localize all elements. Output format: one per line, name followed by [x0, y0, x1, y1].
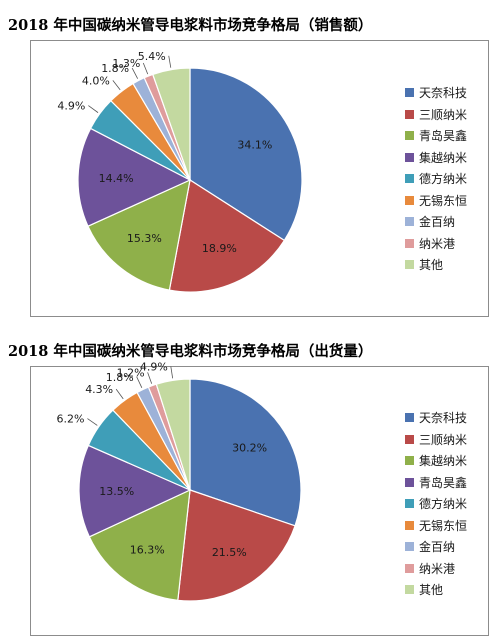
leader-line	[131, 67, 139, 79]
legend-label: 纳米港	[419, 236, 456, 251]
pie-slice	[151, 67, 191, 181]
legend-swatch	[405, 413, 414, 422]
data-label: 16.3%	[130, 544, 165, 557]
legend-swatch	[405, 477, 414, 487]
legend-label: 青岛昊鑫	[419, 129, 468, 143]
data-label: 1.8%	[106, 371, 134, 384]
legend-swatch	[405, 456, 414, 465]
legend-label: 纳米港	[419, 561, 456, 576]
legend-label: 德方纳米	[419, 172, 468, 186]
pie-slice	[87, 178, 191, 291]
data-label: 1.2%	[117, 366, 145, 379]
chart-shipments: 2018 年中国碳纳米管导电浆料市场竞争格局（出货量） 30.2% 21.5% 16…	[0, 320, 497, 637]
legend-swatch	[405, 195, 414, 205]
legend-swatch	[405, 520, 414, 530]
data-label: 13.5%	[99, 485, 134, 498]
leader-line	[115, 388, 124, 400]
data-label: 4.0%	[82, 74, 110, 87]
data-label: 18.9%	[202, 242, 237, 255]
legend-label: 金百纳	[419, 215, 456, 229]
chart-sales: 2018 年中国碳纳米管导电浆料市场竞争格局（销售额） 34.1% 18.9% 15…	[0, 0, 497, 317]
leader-line	[112, 80, 121, 91]
legend-label: 金百纳	[419, 540, 456, 554]
pie-slice	[168, 179, 286, 293]
legend-swatch	[405, 217, 414, 226]
leader-line	[88, 105, 99, 113]
pie-slice	[88, 489, 191, 601]
legend-label: 无锡东恒	[419, 518, 468, 533]
data-label: 5.4%	[138, 50, 166, 63]
legend-swatch	[405, 434, 414, 444]
pie-chart-sales: 34.1% 18.9% 15.3% 14.4% 4.9% 4.0%1.8%1.3%5.4%	[57, 50, 303, 293]
data-label: 34.1%	[237, 139, 272, 152]
legend-label: 三顺纳米	[419, 432, 468, 447]
pie-slice	[155, 378, 191, 491]
legend-label: 德方纳米	[419, 497, 468, 511]
leader-line	[87, 418, 98, 426]
legend-label: 其他	[419, 583, 444, 597]
legend-label: 天奈科技	[419, 411, 468, 425]
legend-label: 青岛昊鑫	[419, 475, 468, 490]
data-label: 15.3%	[127, 232, 162, 245]
legend-swatch	[405, 238, 414, 248]
leader-line	[147, 372, 153, 384]
data-label: 21.5%	[212, 546, 247, 559]
leader-line	[142, 62, 149, 75]
legend-swatch	[405, 585, 414, 594]
legend-swatch	[405, 260, 414, 269]
legend-label: 无锡东恒	[419, 193, 468, 208]
data-label: 14.4%	[99, 172, 134, 185]
legend-swatch	[405, 563, 414, 573]
leader-line	[168, 55, 172, 68]
data-label: 1.3%	[112, 57, 140, 70]
pie-slice	[189, 378, 302, 527]
leader-line	[170, 366, 174, 379]
chart-title: 2018 年中国碳纳米管导电浆料市场竞争格局（出货量）	[8, 343, 373, 360]
legend-label: 集越纳米	[419, 150, 468, 165]
legend-swatch	[405, 152, 414, 162]
pie-chart-shipments: 30.2% 21.5% 16.3% 13.5% 6.2% 4.3%1.8%1.2%4.9%	[56, 360, 302, 602]
leader-line	[136, 376, 143, 388]
pie-slice	[78, 444, 192, 538]
legend-swatch	[405, 174, 414, 183]
legend-label: 天奈科技	[419, 86, 468, 100]
chart-title: 2018 年中国碳纳米管导电浆料市场竞争格局（销售额）	[8, 17, 373, 34]
data-label: 1.8%	[101, 62, 129, 75]
legend-label: 集越纳米	[419, 454, 468, 468]
data-label: 4.9%	[140, 360, 168, 373]
data-label: 4.9%	[57, 100, 85, 113]
pie-slice	[177, 489, 296, 602]
legend-swatch	[405, 109, 414, 119]
legend-swatch	[405, 88, 414, 97]
legend-swatch	[405, 542, 414, 551]
pie-slice	[77, 127, 192, 228]
data-label: 4.3%	[85, 383, 113, 396]
legend-swatch	[405, 131, 414, 140]
data-label: 6.2%	[56, 413, 84, 426]
legend-swatch	[405, 499, 414, 508]
legend-label: 其他	[419, 258, 444, 272]
data-label: 30.2%	[232, 441, 267, 454]
legend-label: 三顺纳米	[419, 107, 468, 122]
